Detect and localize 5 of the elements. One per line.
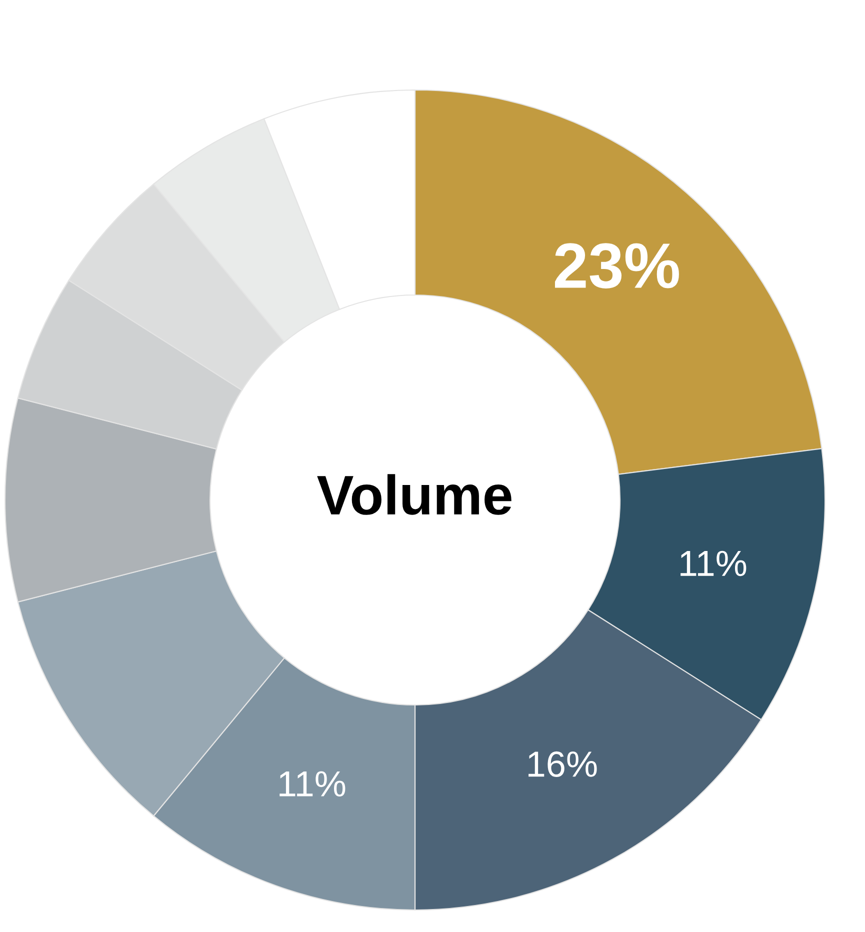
- text: Volume: [317, 474, 512, 515]
- data-label: 11%: [280, 771, 346, 797]
- data-label: 11%: [680, 550, 746, 576]
- data-label: 23%: [554, 243, 679, 288]
- data-label: 16%: [528, 751, 597, 777]
